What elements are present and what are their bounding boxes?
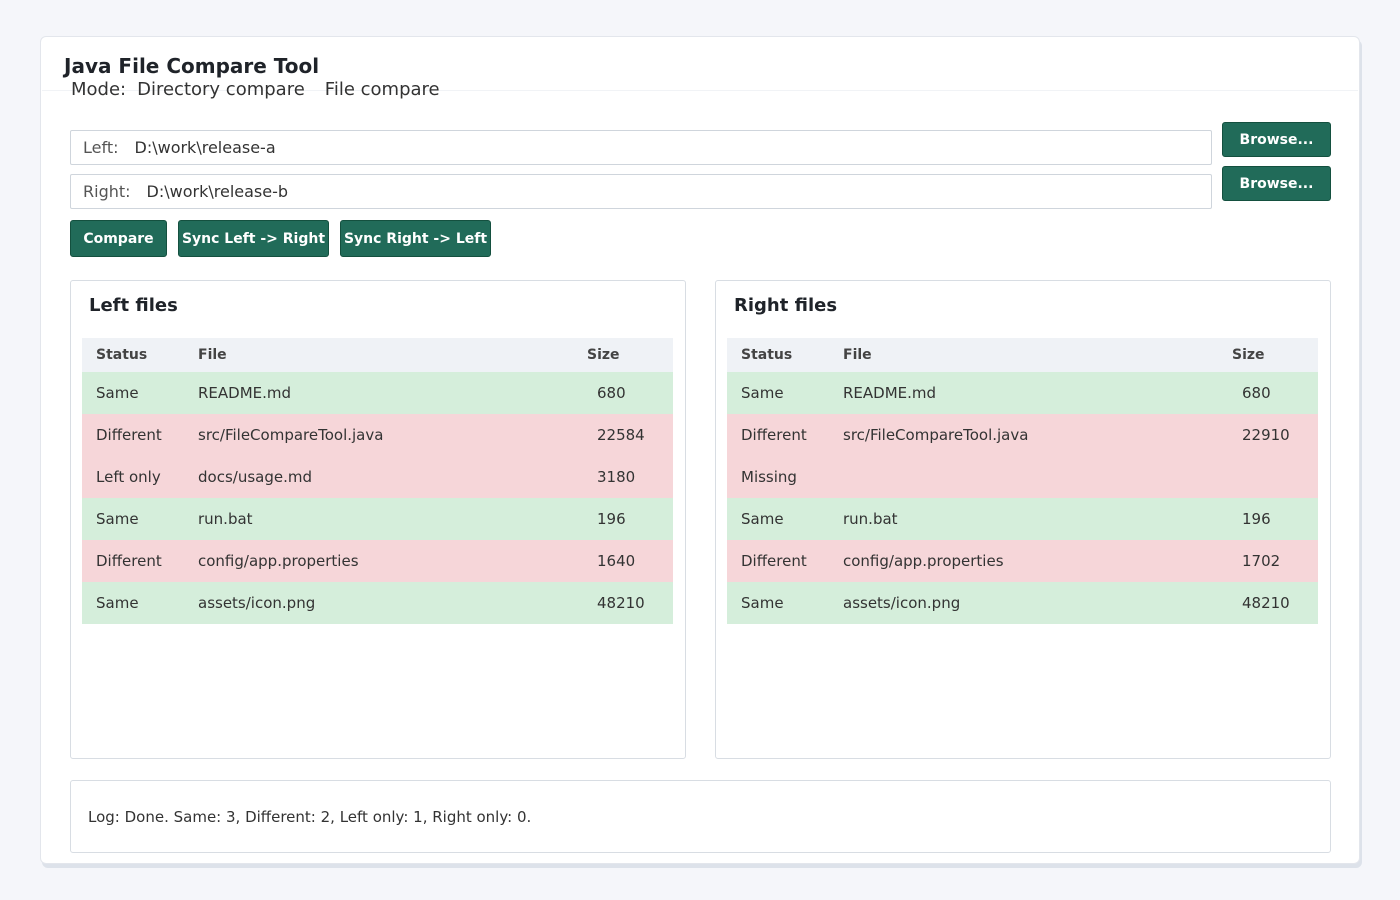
- row-file: README.md: [843, 384, 937, 402]
- row-status: Same: [96, 510, 139, 528]
- row-size: 48210: [597, 594, 645, 612]
- row-file: assets/icon.png: [843, 594, 961, 612]
- column-header-file[interactable]: File: [843, 347, 872, 363]
- column-header-file[interactable]: File: [198, 347, 227, 363]
- table-row[interactable]: Left only docs/usage.md 3180: [82, 456, 673, 498]
- row-status: Different: [741, 426, 807, 444]
- right-files-table: Status File Size Same README.md 680 Diff…: [727, 338, 1318, 624]
- row-file: src/FileCompareTool.java: [843, 426, 1029, 444]
- mode-label: Mode:: [71, 79, 127, 100]
- table-row[interactable]: Same README.md 680: [82, 372, 673, 414]
- row-file: run.bat: [843, 510, 898, 528]
- row-size: 1702: [1242, 552, 1281, 570]
- row-file: config/app.properties: [843, 552, 1004, 570]
- row-status: Different: [96, 552, 162, 570]
- left-files-table: Status File Size Same README.md 680 Diff…: [82, 338, 673, 624]
- right-browse-button[interactable]: Browse...: [1222, 166, 1331, 201]
- sync-right-to-left-button[interactable]: Sync Right -> Left: [340, 220, 491, 257]
- table-row[interactable]: Same assets/icon.png 48210: [727, 582, 1318, 624]
- column-header-size[interactable]: Size: [1232, 347, 1265, 363]
- row-status: Left only: [96, 468, 161, 486]
- row-status: Same: [96, 384, 139, 402]
- row-size: 680: [1242, 384, 1271, 402]
- right-path-value[interactable]: D:\work\release-b: [146, 182, 289, 201]
- table-row[interactable]: Different config/app.properties 1640: [82, 540, 673, 582]
- row-file: assets/icon.png: [198, 594, 316, 612]
- right-panel-title: Right files: [734, 295, 838, 316]
- table-row[interactable]: Different src/FileCompareTool.java 22584: [82, 414, 673, 456]
- right-path-label: Right:: [83, 182, 131, 201]
- row-status: Same: [96, 594, 139, 612]
- row-size: 196: [1242, 510, 1271, 528]
- app-window: Java File Compare Tool Mode: Directory c…: [40, 36, 1360, 864]
- column-header-status[interactable]: Status: [96, 347, 148, 363]
- row-file: docs/usage.md: [198, 468, 312, 486]
- row-status: Same: [741, 510, 784, 528]
- mode-file-compare[interactable]: File compare: [324, 79, 440, 100]
- row-size: 196: [597, 510, 626, 528]
- row-status: Missing: [741, 468, 797, 486]
- table-row[interactable]: Same assets/icon.png 48210: [82, 582, 673, 624]
- right-files-panel: Right files Status File Size Same README…: [715, 280, 1331, 759]
- left-files-panel: Left files Status File Size Same README.…: [70, 280, 686, 759]
- row-file: run.bat: [198, 510, 253, 528]
- table-row[interactable]: Different config/app.properties 1702: [727, 540, 1318, 582]
- sync-left-to-right-button[interactable]: Sync Left -> Right: [178, 220, 329, 257]
- table-row[interactable]: Same run.bat 196: [727, 498, 1318, 540]
- row-size: 3180: [597, 468, 636, 486]
- app-title: Java File Compare Tool: [64, 54, 320, 78]
- row-status: Same: [741, 384, 784, 402]
- mode-selector: Mode: Directory compare File compare: [71, 79, 460, 100]
- row-file: README.md: [198, 384, 292, 402]
- row-size: 1640: [597, 552, 636, 570]
- row-size: 48210: [1242, 594, 1290, 612]
- row-size: 680: [597, 384, 626, 402]
- left-panel-title: Left files: [89, 295, 178, 316]
- row-status: Same: [741, 594, 784, 612]
- left-browse-button[interactable]: Browse...: [1222, 122, 1331, 157]
- row-size: 22584: [597, 426, 645, 444]
- mode-directory-compare[interactable]: Directory compare: [137, 79, 305, 100]
- row-file: src/FileCompareTool.java: [198, 426, 384, 444]
- log-text: Log: Done. Same: 3, Different: 2, Left o…: [88, 807, 532, 826]
- left-path-value[interactable]: D:\work\release-a: [134, 138, 276, 157]
- table-row[interactable]: Same README.md 680: [727, 372, 1318, 414]
- column-header-status[interactable]: Status: [741, 347, 793, 363]
- column-header-size[interactable]: Size: [587, 347, 620, 363]
- row-status: Different: [96, 426, 162, 444]
- row-file: config/app.properties: [198, 552, 359, 570]
- left-path-label: Left:: [83, 138, 119, 157]
- log-output: Log: Done. Same: 3, Different: 2, Left o…: [70, 780, 1331, 853]
- table-row[interactable]: Missing: [727, 456, 1318, 498]
- row-size: 22910: [1242, 426, 1290, 444]
- compare-button[interactable]: Compare: [70, 220, 167, 257]
- row-status: Different: [741, 552, 807, 570]
- header-divider: [42, 90, 1358, 91]
- table-row[interactable]: Different src/FileCompareTool.java 22910: [727, 414, 1318, 456]
- table-header: Status File Size: [82, 338, 673, 372]
- table-header: Status File Size: [727, 338, 1318, 372]
- table-row[interactable]: Same run.bat 196: [82, 498, 673, 540]
- left-path-input[interactable]: Left: D:\work\release-a: [70, 130, 1212, 165]
- right-path-input[interactable]: Right: D:\work\release-b: [70, 174, 1212, 209]
